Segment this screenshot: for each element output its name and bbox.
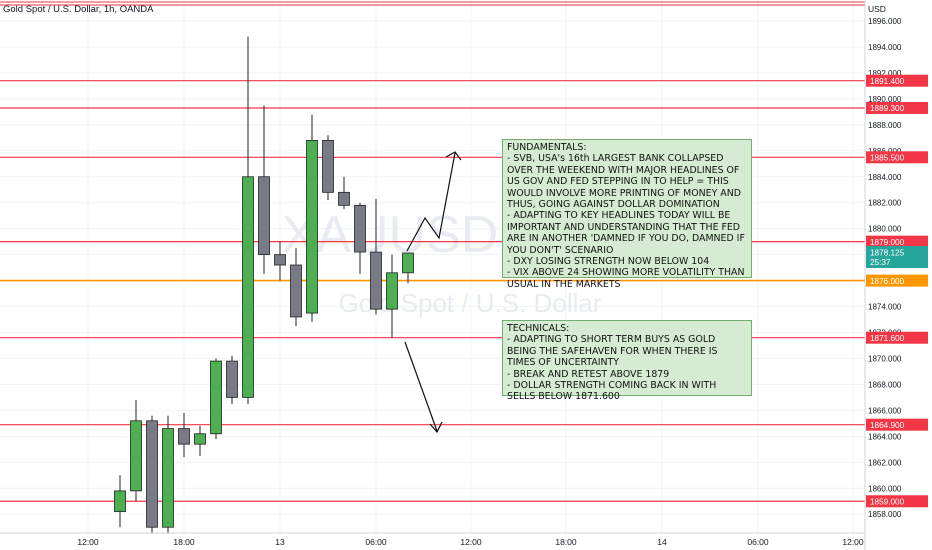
x-tick-label: 14 bbox=[657, 537, 667, 547]
y-tick-label: 1894.000 bbox=[868, 43, 902, 52]
y-tick-label: 1858.000 bbox=[868, 510, 902, 519]
y-tick-label: 1870.000 bbox=[868, 354, 902, 363]
bullish-projection-arrow bbox=[406, 152, 456, 252]
bearish-candle bbox=[146, 420, 158, 528]
current-price-bg bbox=[866, 246, 928, 269]
bullish-candle bbox=[386, 272, 398, 310]
level-label: 1871.600 bbox=[870, 334, 905, 343]
bullish-candle bbox=[306, 140, 318, 314]
x-tick-label: 18:00 bbox=[555, 537, 577, 547]
watermark-description: Gold Spot / U.S. Dollar bbox=[339, 288, 602, 318]
x-tick-label: 06:00 bbox=[365, 537, 387, 547]
level-label: 1885.500 bbox=[870, 153, 905, 162]
level-label-bg bbox=[866, 101, 928, 114]
bearish-candle bbox=[354, 204, 366, 253]
bearish-candle bbox=[338, 191, 350, 206]
x-tick-label: 06:00 bbox=[747, 537, 769, 547]
bearish-arrowhead bbox=[429, 421, 443, 434]
y-tick-label: 1896.000 bbox=[868, 17, 902, 26]
bullish-candle bbox=[210, 360, 222, 435]
time-axis[interactable]: 12:00 18:00 13 06:00 12:00 18:00 14 06:00 12:00 bbox=[0, 532, 865, 547]
x-tick-label: 18:00 bbox=[173, 537, 195, 547]
level-label-bg bbox=[866, 74, 928, 87]
y-tick-label: 1890.000 bbox=[868, 95, 902, 104]
level-label-bg bbox=[866, 418, 928, 431]
y-tick-label: 1874.000 bbox=[868, 303, 902, 312]
y-tick-label: 1888.000 bbox=[868, 121, 902, 130]
chart-title: Gold Spot / U.S. Dollar, 1h, OANDA bbox=[3, 4, 154, 15]
x-tick-label: 13 bbox=[275, 537, 285, 547]
x-tick-label: 12:00 bbox=[77, 537, 99, 547]
y-tick-label: 1884.000 bbox=[868, 173, 902, 182]
price-axis[interactable]: USD bbox=[864, 0, 886, 550]
y-tick-label: 1882.000 bbox=[868, 199, 902, 208]
y-tick-label: 1862.000 bbox=[868, 458, 902, 467]
candles bbox=[114, 36, 414, 534]
level-label: 1859.000 bbox=[870, 497, 905, 506]
y-tick-label: 1864.000 bbox=[868, 432, 902, 441]
bullish-candle bbox=[402, 252, 414, 274]
y-tick-label: 1868.000 bbox=[868, 380, 902, 389]
y-tick-label: 1866.000 bbox=[868, 406, 902, 415]
bearish-candle bbox=[322, 140, 334, 193]
bearish-candle bbox=[290, 264, 302, 318]
bearish-candle bbox=[274, 254, 286, 266]
bullish-candle bbox=[162, 428, 174, 528]
level-label-bg bbox=[866, 331, 928, 344]
technicals-note: TECHNICALS: - ADAPTING TO SHORT TERM BUY… bbox=[502, 320, 752, 402]
y-tick-label: 1892.000 bbox=[868, 69, 902, 78]
level-label: 1876.000 bbox=[870, 277, 905, 286]
current-price-label: 1878.125 bbox=[870, 249, 905, 258]
bearish-candle bbox=[370, 251, 382, 310]
level-price-labels: 1891.400 1889.300 1885.500 1879.000 1876.000… bbox=[866, 74, 928, 508]
bullish-arrowhead bbox=[445, 151, 462, 161]
level-label: 1889.300 bbox=[870, 104, 905, 113]
bullish-candle bbox=[194, 433, 206, 445]
projection-arrows bbox=[404, 151, 462, 434]
x-tick-label: 12:00 bbox=[842, 537, 864, 547]
y-tick-label: 1880.000 bbox=[868, 225, 902, 234]
level-label-bg bbox=[866, 495, 928, 508]
bar-countdown: 25:37 bbox=[870, 258, 891, 267]
fundamentals-note: FUNDAMENTALS: - SVB, USA's 16th LARGEST … bbox=[502, 139, 752, 290]
x-tick-label: 12:00 bbox=[460, 537, 482, 547]
axis-currency: USD bbox=[868, 4, 886, 14]
level-label: 1864.900 bbox=[870, 421, 905, 430]
bullish-candle bbox=[114, 490, 126, 513]
level-label-bg bbox=[866, 235, 928, 248]
level-label-bg bbox=[866, 274, 928, 287]
y-tick-label: 1860.000 bbox=[868, 484, 902, 493]
bearish-candle bbox=[258, 176, 270, 256]
bullish-candle bbox=[130, 420, 142, 492]
level-label-bg bbox=[866, 151, 928, 164]
bearish-candle bbox=[226, 360, 238, 398]
level-label: 1879.000 bbox=[870, 238, 905, 247]
bearish-candle bbox=[178, 428, 190, 445]
bearish-projection-arrow bbox=[404, 341, 438, 432]
level-label: 1891.400 bbox=[870, 77, 905, 86]
bullish-candle bbox=[242, 176, 254, 398]
y-tick-labels: 1896.000 1894.000 1892.000 1890.000 1888.000… bbox=[868, 17, 902, 519]
